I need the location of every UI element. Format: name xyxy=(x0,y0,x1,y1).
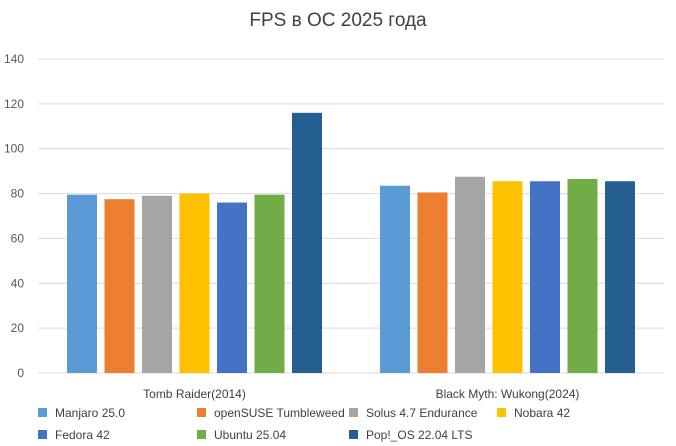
y-tick-label: 80 xyxy=(11,187,25,201)
legend-item: Nobara 42 xyxy=(497,406,570,420)
legend-item: Ubuntu 25.04 xyxy=(197,428,286,442)
y-tick-label: 0 xyxy=(17,366,24,380)
legend-label: Manjaro 25.0 xyxy=(55,406,125,420)
bar xyxy=(605,181,635,373)
bar xyxy=(254,194,285,373)
x-axis-categories: Tomb Raider(2014) Black Myth: Wukong(2024… xyxy=(143,387,579,401)
legend-label: Nobara 42 xyxy=(514,406,570,420)
y-tick-label: 100 xyxy=(4,142,24,156)
bar xyxy=(567,178,598,373)
bar xyxy=(492,181,523,373)
legend-swatch xyxy=(38,408,47,417)
bar xyxy=(67,194,97,373)
y-tick-label: 140 xyxy=(4,52,24,66)
chart-title: FPS в ОС 2025 года xyxy=(249,10,427,31)
bar xyxy=(104,199,135,373)
legend-item: Pop!_OS 22.04 LTS xyxy=(349,428,473,442)
bar xyxy=(142,195,172,373)
legend-swatch xyxy=(349,430,358,439)
legend-item: Solus 4.7 Endurance xyxy=(349,406,478,420)
legend-label: Solus 4.7 Endurance xyxy=(366,406,478,420)
legend-label: Ubuntu 25.04 xyxy=(214,428,286,442)
legend-swatch xyxy=(497,408,506,417)
legend-item: Fedora 42 xyxy=(38,428,110,442)
bar xyxy=(417,192,448,373)
legend-swatch xyxy=(38,430,47,439)
legend-label: Pop!_OS 22.04 LTS xyxy=(366,428,473,442)
legend-label: openSUSE Tumbleweed xyxy=(214,406,345,420)
legend: Manjaro 25.0 openSUSE Tumbleweed Solus 4.7… xyxy=(38,406,570,442)
y-tick-label: 20 xyxy=(11,321,25,335)
bars xyxy=(67,112,635,373)
legend-swatch xyxy=(197,430,206,439)
legend-item: openSUSE Tumbleweed xyxy=(197,406,345,420)
y-axis-ticks: 0 20 40 60 80 100 120 140 xyxy=(4,52,24,380)
bar xyxy=(380,185,410,373)
bar xyxy=(292,112,322,373)
legend-item: Manjaro 25.0 xyxy=(38,406,125,420)
legend-swatch xyxy=(349,408,358,417)
legend-label: Fedora 42 xyxy=(55,428,110,442)
bar xyxy=(179,193,210,373)
y-tick-label: 120 xyxy=(4,97,24,111)
bar xyxy=(455,176,485,373)
category-label: Black Myth: Wukong(2024) xyxy=(436,387,580,401)
y-tick-label: 60 xyxy=(11,231,25,245)
bar xyxy=(217,202,247,373)
y-tick-label: 40 xyxy=(11,276,25,290)
legend-swatch xyxy=(197,408,206,417)
bar xyxy=(530,181,560,373)
category-label: Tomb Raider(2014) xyxy=(143,387,246,401)
